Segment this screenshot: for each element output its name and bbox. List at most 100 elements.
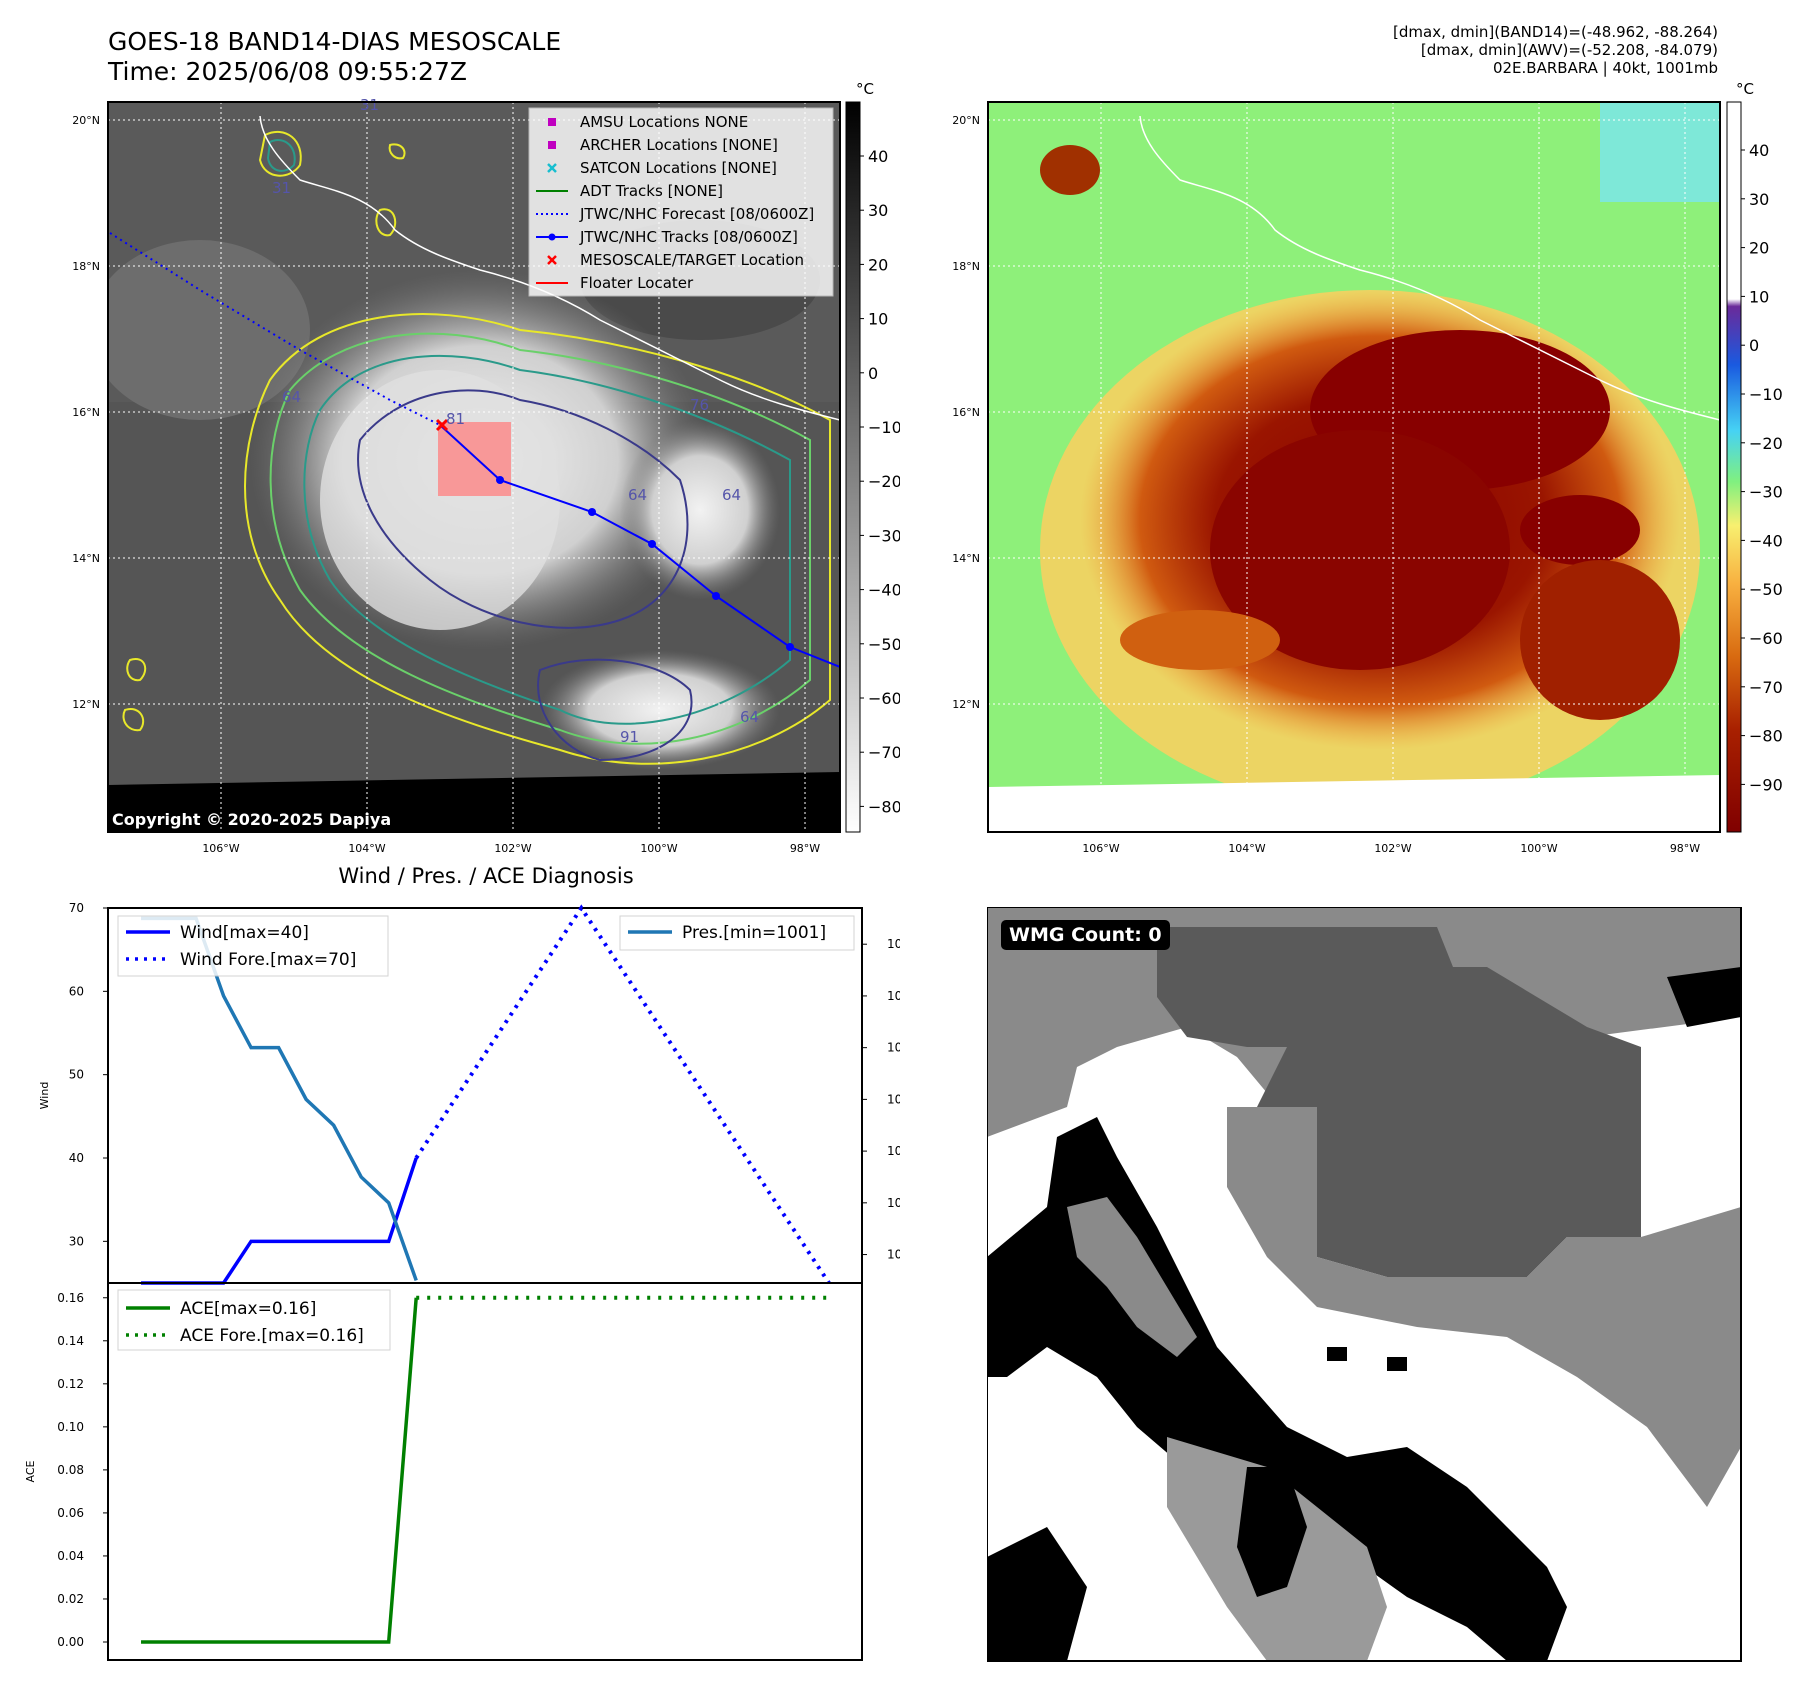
diagnosis-title: Wind / Pres. / ACE Diagnosis xyxy=(338,864,634,888)
pressure-legend-entry: Pres.[min=1001] xyxy=(682,923,826,943)
ir-colorbar-tick: 40 xyxy=(868,147,888,166)
title-line-2: Time: 2025/06/08 09:55:27Z xyxy=(108,57,467,86)
ir-lat-tick: 12°N xyxy=(72,698,100,711)
contour-label: 64 xyxy=(628,486,647,504)
awv-lat-tick: 14°N xyxy=(952,552,980,565)
colorbar-unit-awv: °C xyxy=(1736,80,1754,98)
ace-y-tick: 0.12 xyxy=(57,1377,84,1391)
awv-colorbar-tick: −10 xyxy=(1749,385,1783,404)
legend-entry: Floater Locater xyxy=(580,274,694,292)
ir-colorbar-tick: 30 xyxy=(868,201,888,220)
info-line-2: [dmax, dmin](AWV)=(-52.208, -84.079) xyxy=(1420,41,1718,59)
contour-label: 31 xyxy=(272,179,291,197)
awv-lon-tick: 106°W xyxy=(1082,842,1119,855)
legend-entry: ADT Tracks [NONE] xyxy=(580,182,723,200)
awv-colorbar-tick: 40 xyxy=(1749,141,1769,160)
ir-lat-tick: 20°N xyxy=(72,114,100,127)
ir-lon-tick: 102°W xyxy=(494,842,531,855)
ace-legend: ACE[max=0.16] ACE Fore.[max=0.16] xyxy=(117,1289,391,1351)
ir-colorbar-tick: −70 xyxy=(868,743,900,762)
contour-label: 64 xyxy=(282,388,301,406)
ace-y-tick: 0.08 xyxy=(57,1463,84,1477)
legend-entry: SATCON Locations [NONE] xyxy=(580,159,777,177)
ir-lon-tick: 106°W xyxy=(202,842,239,855)
ir-colorbar-tick: −30 xyxy=(868,526,900,545)
figure-title: GOES-18 BAND14-DIAS MESOSCALE Time: 2025… xyxy=(108,27,561,87)
pressure-y-tick: 1002 xyxy=(887,1248,900,1262)
ace-legend-entry: ACE[max=0.16] xyxy=(180,1299,316,1319)
awv-colorbar-tick: 10 xyxy=(1749,287,1769,306)
wind-y-tick: 70 xyxy=(69,901,84,915)
ir-colorbar-tick: −80 xyxy=(868,797,900,816)
wmg-count-badge: WMG Count: 0 xyxy=(1001,920,1170,950)
ir-colorbar-tick: −10 xyxy=(868,418,900,437)
forecast-track xyxy=(109,232,441,426)
wmg-panel xyxy=(987,907,1742,1662)
wind-legend: Wind[max=40] Wind Fore.[max=70] xyxy=(117,915,389,977)
info-line-1: [dmax, dmin](BAND14)=(-48.962, -88.264) xyxy=(1393,23,1718,41)
awv-lon-tick: 100°W xyxy=(1520,842,1557,855)
legend-entry: JTWC/NHC Forecast [08/0600Z] xyxy=(579,205,814,223)
awv-lon-tick: 98°W xyxy=(1670,842,1700,855)
ace-y-tick: 0.04 xyxy=(57,1549,84,1563)
contour-label: 64 xyxy=(740,708,759,726)
ir-lat-tick: 16°N xyxy=(72,406,100,419)
awv-lat-tick: 20°N xyxy=(952,114,980,127)
copyright-text: Copyright © 2020-2025 Dapiya xyxy=(112,810,392,829)
ace-y-tick: 0.00 xyxy=(57,1635,84,1649)
wind-legend-entry: Wind[max=40] xyxy=(180,923,309,943)
awv-colorbar-tick: −20 xyxy=(1749,434,1783,453)
storm-info: [dmax, dmin](BAND14)=(-48.962, -88.264) … xyxy=(1393,23,1718,77)
map-legend: AMSU Locations NONE ARCHER Locations [NON… xyxy=(528,107,834,297)
ace-y-label: ACE xyxy=(24,1460,37,1482)
wind-y-tick: 50 xyxy=(69,1068,84,1082)
ir-colorbar-tick: 20 xyxy=(868,255,888,274)
legend-entry: ARCHER Locations [NONE] xyxy=(580,136,778,154)
series-0-line xyxy=(141,1157,418,1285)
awv-lat-tick: 12°N xyxy=(952,698,980,711)
ir-lon-tick: 104°W xyxy=(348,842,385,855)
wind-y-tick: 40 xyxy=(69,1151,84,1165)
ace-series-0-line xyxy=(141,1297,418,1644)
title-line-1: GOES-18 BAND14-DIAS MESOSCALE xyxy=(108,27,562,56)
ace-y-tick: 0.06 xyxy=(57,1506,84,1520)
ir-lon-tick: 100°W xyxy=(640,842,677,855)
contour-label: 81 xyxy=(446,410,465,428)
awv-colorbar-tick: −90 xyxy=(1749,775,1783,794)
ir-colorbar-tick: −40 xyxy=(868,581,900,600)
ir-lon-tick: 98°W xyxy=(790,842,820,855)
awv-colorbar-tick: 30 xyxy=(1749,190,1769,209)
awv-lat-tick: 18°N xyxy=(952,260,980,273)
wind-y-tick: 60 xyxy=(69,984,84,998)
awv-lon-tick: 104°W xyxy=(1228,842,1265,855)
ace-y-tick: 0.02 xyxy=(57,1592,84,1606)
wind-y-tick: 30 xyxy=(69,1234,84,1248)
wind-y-label: Wind xyxy=(38,1082,51,1110)
pressure-y-tick: 1012 xyxy=(887,989,900,1003)
awv-colorbar-tick: −40 xyxy=(1749,531,1783,550)
info-line-3: 02E.BARBARA | 40kt, 1001mb xyxy=(1492,59,1718,77)
ace-y-tick: 0.14 xyxy=(57,1334,84,1348)
contour-label: 64 xyxy=(722,486,741,504)
awv-map-panel: 20°N 18°N 16°N 14°N 12°N 106°W 104°W 102°W 100°W… xyxy=(952,80,1783,855)
ir-colorbar-tick: −20 xyxy=(868,472,900,491)
colorbar-unit: °C xyxy=(856,80,874,98)
legend-entry: JTWC/NHC Tracks [08/0600Z] xyxy=(579,228,798,246)
awv-lon-tick: 102°W xyxy=(1374,842,1411,855)
pressure-y-tick: 1004 xyxy=(887,1196,900,1210)
contour-label: 31 xyxy=(360,96,379,114)
awv-colorbar-tick: −50 xyxy=(1749,580,1783,599)
legend-entry: AMSU Locations NONE xyxy=(580,113,748,131)
pressure-y-tick: 1008 xyxy=(887,1092,900,1106)
series-1-line xyxy=(414,904,831,1285)
awv-lat-tick: 16°N xyxy=(952,406,980,419)
awv-colorbar-tick: −70 xyxy=(1749,678,1783,697)
target-marker xyxy=(435,418,449,432)
awv-colorbar-tick: 0 xyxy=(1749,336,1759,355)
ace-y-tick: 0.16 xyxy=(57,1291,84,1305)
ir-colorbar-tick: −50 xyxy=(868,635,900,654)
awv-colorbar-tick: −30 xyxy=(1749,483,1783,502)
awv-colorbar-tick: −60 xyxy=(1749,629,1783,648)
pressure-y-tick: 1006 xyxy=(887,1144,900,1158)
